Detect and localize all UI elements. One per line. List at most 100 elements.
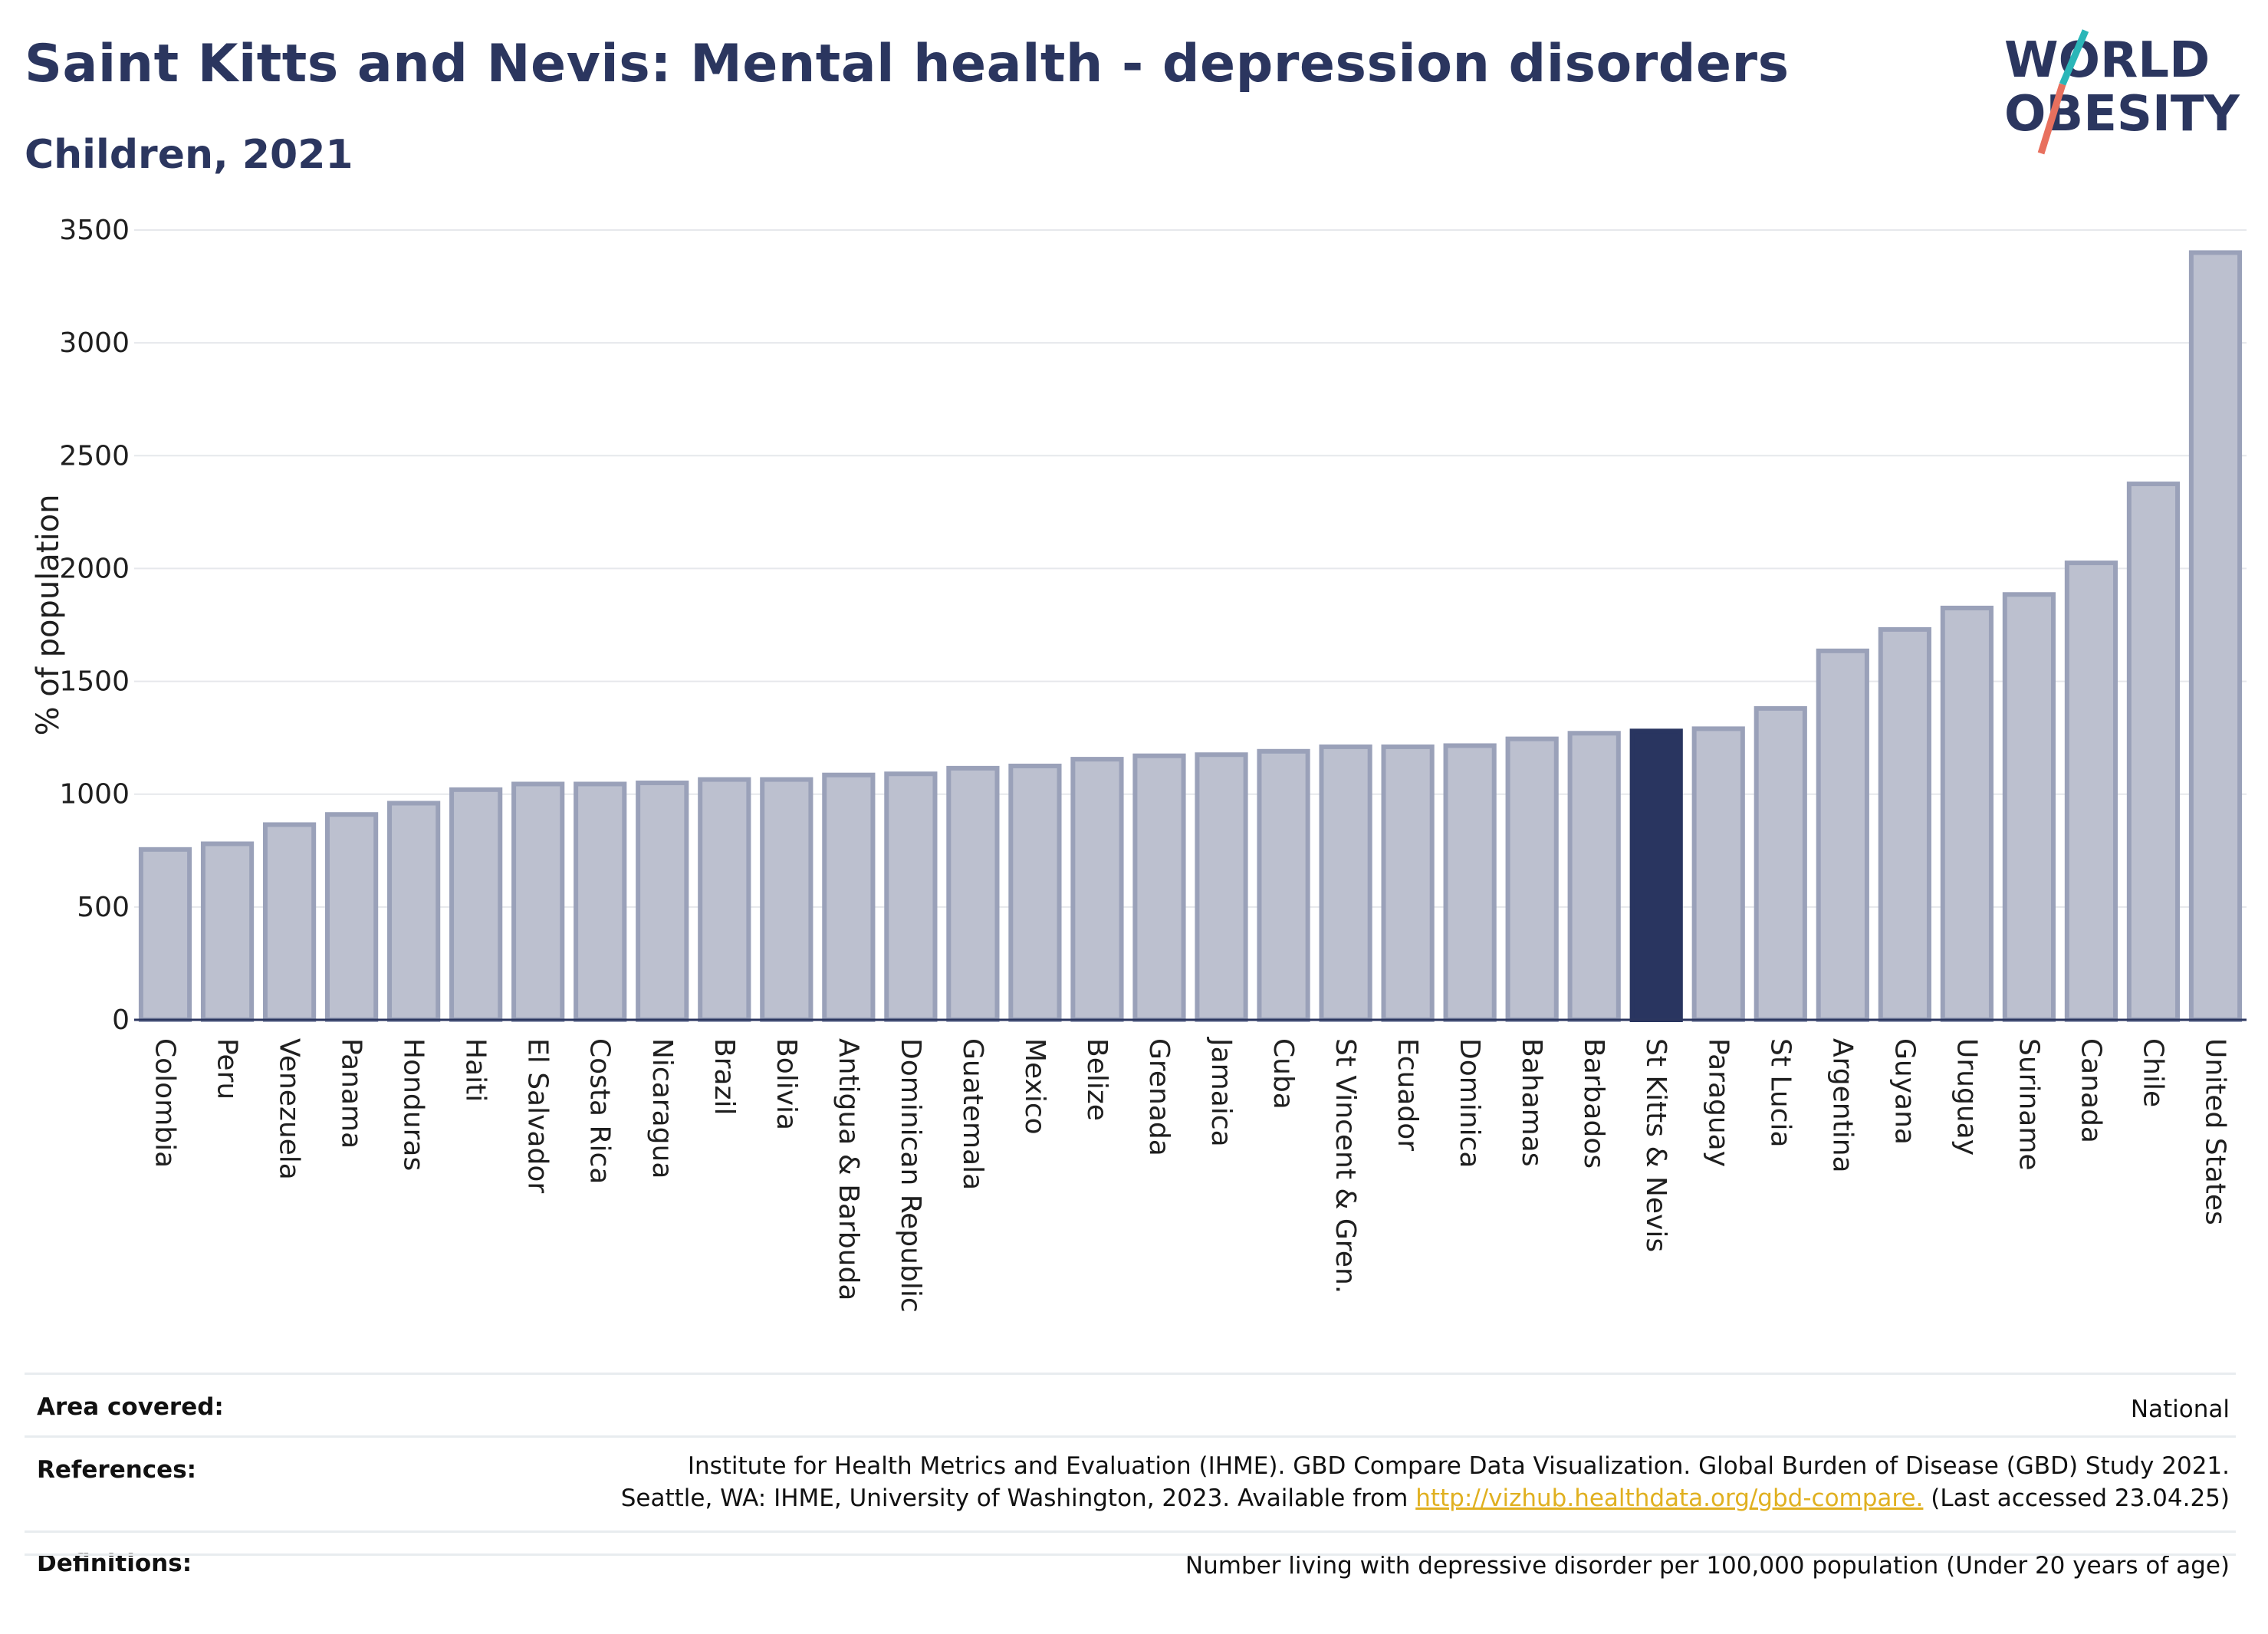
bar-costa-rica	[574, 781, 627, 1022]
x-tick-label: Chile	[2137, 1038, 2168, 1107]
x-tick-label: Ecuador	[1392, 1038, 1423, 1151]
bar-dominican-republic	[884, 771, 938, 1022]
bar-canada	[2064, 561, 2118, 1022]
x-tick-label: Guyana	[1888, 1038, 1920, 1145]
x-tick-label: Mexico	[1019, 1038, 1050, 1135]
y-axis-label: % of population	[31, 495, 66, 736]
x-axis-ticks: Colombia Peru Venezuela Panama Honduras Haiti…	[150, 1037, 2231, 1313]
y-tick-label: 1000	[59, 779, 130, 810]
bar-st-kitts-nevis	[1629, 728, 1683, 1022]
x-tick-label: Canada	[2075, 1038, 2106, 1143]
x-tick-label: Belize	[1081, 1038, 1113, 1121]
bar-peru	[200, 841, 255, 1023]
x-tick-label: Cuba	[1267, 1038, 1299, 1110]
footer-definitions-row: Definitions: Number living with depressi…	[25, 1530, 2236, 1580]
x-tick-label: El Salvador	[522, 1038, 554, 1193]
x-tick-label: Honduras	[398, 1038, 429, 1171]
references-line2-pre: Seattle, WA: IHME, University of Washing…	[620, 1484, 1416, 1512]
bar-panama	[325, 812, 379, 1022]
references-line2-post: (Last accessed 23.04.25)	[1923, 1484, 2230, 1512]
bar-bolivia	[760, 777, 814, 1022]
bars	[138, 250, 2243, 1023]
x-tick-label: Colombia	[150, 1038, 181, 1168]
y-tick-label: 2500	[59, 440, 130, 472]
logo-coral-slash	[2037, 83, 2066, 155]
area-value: National	[2130, 1396, 2230, 1423]
logo-teal-slash	[2059, 29, 2089, 86]
x-tick-label: Suriname	[2013, 1038, 2044, 1171]
bar-mexico	[1008, 763, 1062, 1023]
y-tick-label: 1500	[59, 666, 130, 698]
y-tick-label: 3500	[59, 215, 130, 246]
logo-text-world: WORLD	[2004, 32, 2210, 89]
bar-dominica	[1443, 743, 1497, 1022]
definitions-value: Number living with depressive disorder p…	[1185, 1552, 2230, 1580]
y-tick-label: 3000	[59, 327, 130, 359]
x-tick-label: Bahamas	[1516, 1038, 1547, 1167]
x-tick-label: St Lucia	[1764, 1038, 1796, 1148]
bar-jamaica	[1195, 752, 1248, 1022]
x-tick-label: Argentina	[1826, 1038, 1858, 1173]
bar-chart: 0 500 1000 1500 2000 2500 3000 3500 Colombia Per…	[31, 215, 2247, 1313]
footer-references-row: References: Institute for Health Metrics…	[25, 1435, 2236, 1533]
references-line2: Seattle, WA: IHME, University of Washing…	[621, 1482, 2230, 1514]
bar-antigua-barbuda	[822, 772, 876, 1022]
chart-subtitle: Children, 2021	[25, 132, 353, 178]
bar-barbados	[1567, 731, 1621, 1022]
bar-bahamas	[1505, 736, 1559, 1022]
chart-title: Saint Kitts and Nevis: Mental health - d…	[25, 34, 1790, 94]
bar-suriname	[2002, 592, 2056, 1022]
bar-colombia	[138, 847, 192, 1023]
x-tick-label: Haiti	[460, 1038, 491, 1102]
bar-argentina	[1816, 648, 1869, 1022]
y-axis-ticks: 0 500 1000 1500 2000 2500 3000 3500	[59, 215, 130, 1036]
x-tick-label: Barbados	[1578, 1038, 1609, 1169]
world-obesity-logo: WORLD OBESITY	[2004, 29, 2240, 155]
x-tick-label: Grenada	[1143, 1038, 1175, 1156]
bar-st-vincent-gren-	[1319, 744, 1372, 1023]
references-line1: Institute for Health Metrics and Evaluat…	[687, 1452, 2230, 1480]
bar-grenada	[1132, 753, 1186, 1023]
bar-el-salvador	[511, 781, 565, 1022]
bar-guyana	[1878, 626, 1931, 1023]
x-tick-label: Panama	[336, 1038, 367, 1149]
x-tick-label: Brazil	[708, 1038, 740, 1115]
bar-brazil	[698, 777, 751, 1022]
x-tick-label: Dominica	[1454, 1038, 1485, 1169]
x-tick-label: St Kitts & Nevis	[1640, 1038, 1671, 1252]
footer-area-row: Area covered: National	[25, 1373, 2236, 1436]
bar-guatemala	[946, 765, 1000, 1022]
y-tick-label: 2000	[59, 553, 130, 584]
x-tick-label: Bolivia	[771, 1038, 802, 1130]
bar-united-states	[2188, 250, 2243, 1022]
bar-st-lucia	[1754, 705, 1807, 1023]
bar-venezuela	[262, 822, 317, 1023]
area-label: Area covered:	[37, 1393, 224, 1421]
bar-honduras	[387, 801, 441, 1022]
x-tick-label: St Vincent & Gren.	[1330, 1038, 1361, 1294]
footer-bottom-rule	[25, 1553, 2236, 1556]
y-tick-label: 0	[112, 1004, 130, 1036]
x-tick-label: Antigua & Barbuda	[833, 1038, 864, 1300]
logo-text-obesity: OBESITY	[2004, 86, 2240, 143]
references-label: References:	[37, 1456, 197, 1484]
bar-paraguay	[1691, 726, 1745, 1022]
x-tick-label: United States	[2199, 1038, 2230, 1225]
bar-ecuador	[1381, 744, 1435, 1023]
x-tick-label: Venezuela	[274, 1038, 305, 1180]
x-tick-label: Nicaragua	[646, 1038, 678, 1179]
bar-nicaragua	[636, 781, 689, 1022]
x-tick-label: Uruguay	[1951, 1038, 1982, 1156]
bar-haiti	[449, 787, 503, 1023]
references-text: Institute for Health Metrics and Evaluat…	[621, 1450, 2230, 1514]
x-tick-label: Dominican Republic	[895, 1038, 926, 1313]
bar-uruguay	[1940, 605, 1994, 1022]
x-tick-label: Peru	[212, 1038, 243, 1100]
x-tick-label: Costa Rica	[584, 1038, 616, 1184]
references-link[interactable]: http://vizhub.healthdata.org/gbd-compare…	[1415, 1484, 1924, 1512]
bar-belize	[1070, 757, 1124, 1022]
x-tick-label: Paraguay	[1702, 1038, 1734, 1167]
x-tick-label: Guatemala	[957, 1038, 988, 1190]
bar-cuba	[1257, 748, 1310, 1022]
bar-chile	[2126, 482, 2181, 1022]
